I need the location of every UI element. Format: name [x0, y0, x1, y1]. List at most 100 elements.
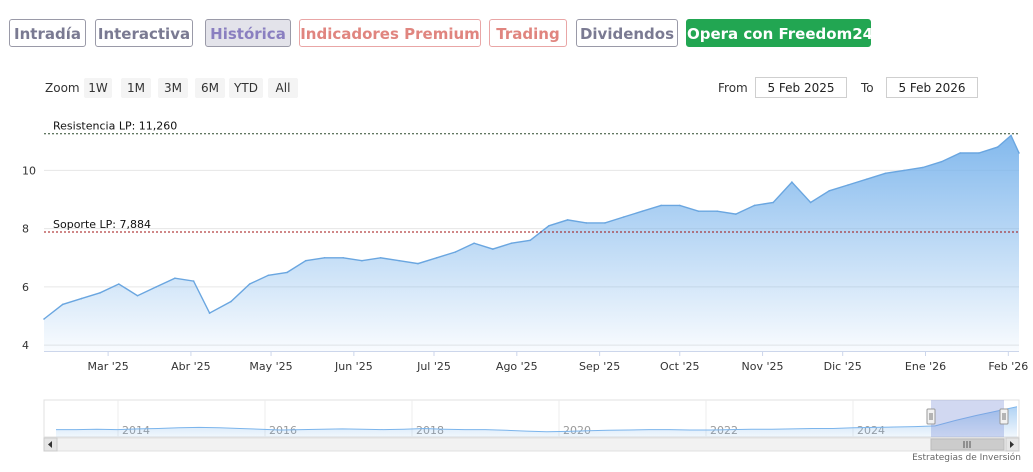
data-point — [80, 297, 83, 300]
tab-indicadores-premium[interactable]: Indicadores Premium — [299, 19, 481, 47]
data-point — [978, 152, 980, 154]
data-point — [208, 312, 211, 314]
data-point — [996, 146, 999, 148]
data-point — [548, 225, 550, 227]
to-label: To — [861, 81, 874, 95]
data-point — [136, 294, 139, 297]
scrollbar-thumb[interactable] — [930, 438, 1005, 451]
tab-interactiva[interactable]: Interactiva — [95, 19, 193, 47]
tab-dividendos[interactable]: Dividendos — [576, 19, 678, 47]
navigator-tick-label: 2020 — [563, 424, 591, 437]
y-tick-label: 8 — [22, 223, 29, 236]
arrow-right-icon — [1010, 441, 1014, 448]
data-point — [398, 259, 401, 262]
data-point — [473, 242, 475, 244]
x-tick-label: Sep '25 — [579, 360, 620, 373]
scroll-left-button[interactable] — [43, 437, 58, 452]
x-tick-label: Ago '25 — [496, 360, 538, 373]
tab-intrad-a[interactable]: Intradía — [9, 19, 86, 47]
data-point — [622, 216, 625, 218]
data-point — [43, 318, 45, 320]
data-point — [772, 201, 774, 204]
y-tick-label: 10 — [22, 164, 36, 177]
data-point — [828, 190, 831, 192]
navigator-handle-right[interactable] — [999, 408, 1009, 425]
x-tick-label: Feb '26 — [988, 360, 1028, 373]
tab-hist-rica[interactable]: Histórica — [205, 19, 291, 47]
data-point — [679, 204, 681, 207]
scrollbar-track[interactable] — [43, 437, 1020, 452]
data-point — [248, 283, 251, 285]
from-label: From — [718, 81, 748, 95]
navigator-tick-label: 2018 — [416, 424, 444, 437]
navigator-panel — [43, 399, 1020, 438]
data-point — [735, 213, 737, 215]
data-point — [99, 292, 101, 294]
x-tick-label: Jul '25 — [416, 360, 451, 373]
to-date-input[interactable]: 5 Feb 2026 — [886, 77, 978, 98]
from-date-input[interactable]: 5 Feb 2025 — [755, 77, 847, 98]
data-point — [492, 248, 494, 250]
data-point — [566, 219, 569, 221]
data-point — [641, 210, 644, 212]
navigator-tick-label: 2016 — [269, 424, 297, 437]
data-point — [809, 201, 812, 204]
data-point — [903, 169, 905, 172]
zoom-button-1m[interactable]: 1M — [121, 78, 151, 98]
data-point — [342, 257, 345, 259]
x-tick-label: Dic '25 — [824, 360, 862, 373]
data-point — [1010, 134, 1012, 137]
data-point — [753, 204, 756, 207]
x-tick-label: Mar '25 — [87, 360, 128, 373]
x-tick-label: Jun '25 — [334, 360, 373, 373]
data-point — [604, 222, 606, 224]
navigator-tick-label: 2024 — [857, 424, 885, 437]
scroll-right-button[interactable] — [1005, 437, 1020, 452]
data-point — [267, 274, 270, 277]
data-point — [192, 280, 195, 282]
data-point — [417, 262, 419, 265]
data-point — [660, 204, 662, 207]
data-point — [791, 181, 793, 183]
navigator-area — [56, 406, 1017, 437]
zoom-button-6m[interactable]: 6M — [195, 78, 225, 98]
x-tick-label: Ene '26 — [905, 360, 946, 373]
data-point — [959, 152, 961, 154]
data-point — [323, 257, 326, 259]
navigator-selection[interactable] — [931, 400, 1004, 437]
navigator-line — [56, 406, 1018, 433]
data-point — [379, 257, 382, 259]
navigator-handle-left[interactable] — [926, 408, 936, 425]
tab-trading[interactable]: Trading — [489, 19, 567, 47]
data-point — [361, 259, 363, 262]
data-point — [454, 251, 457, 253]
data-point — [716, 210, 718, 212]
x-tick-label: Oct '25 — [660, 360, 700, 373]
data-point — [865, 178, 868, 180]
data-point — [118, 283, 120, 285]
y-tick-label: 4 — [22, 339, 29, 352]
data-point — [697, 210, 700, 212]
data-point — [940, 160, 943, 163]
data-point — [510, 242, 513, 244]
y-tick-label: 6 — [22, 281, 29, 294]
resistance-label: Resistencia LP: 11,260 — [53, 120, 177, 133]
zoom-button-ytd[interactable]: YTD — [229, 78, 263, 98]
zoom-button-3m[interactable]: 3M — [158, 78, 188, 98]
zoom-button-all[interactable]: All — [268, 78, 298, 98]
data-point — [1018, 152, 1020, 154]
data-point — [286, 271, 288, 274]
data-point — [305, 259, 307, 262]
zoom-button-1w[interactable]: 1W — [84, 78, 112, 98]
data-point — [61, 303, 64, 306]
support-label: Soporte LP: 7,884 — [53, 218, 151, 231]
navigator-tick-label: 2014 — [122, 424, 150, 437]
data-point — [529, 239, 531, 242]
tab-opera-con-freedom24[interactable]: Opera con Freedom24 — [686, 19, 873, 47]
chart-credit: Estrategias de Inversión — [912, 453, 1021, 463]
data-point — [847, 184, 849, 186]
arrow-left-icon — [48, 441, 52, 448]
price-line — [43, 134, 1020, 320]
zoom-label: Zoom — [45, 81, 80, 95]
